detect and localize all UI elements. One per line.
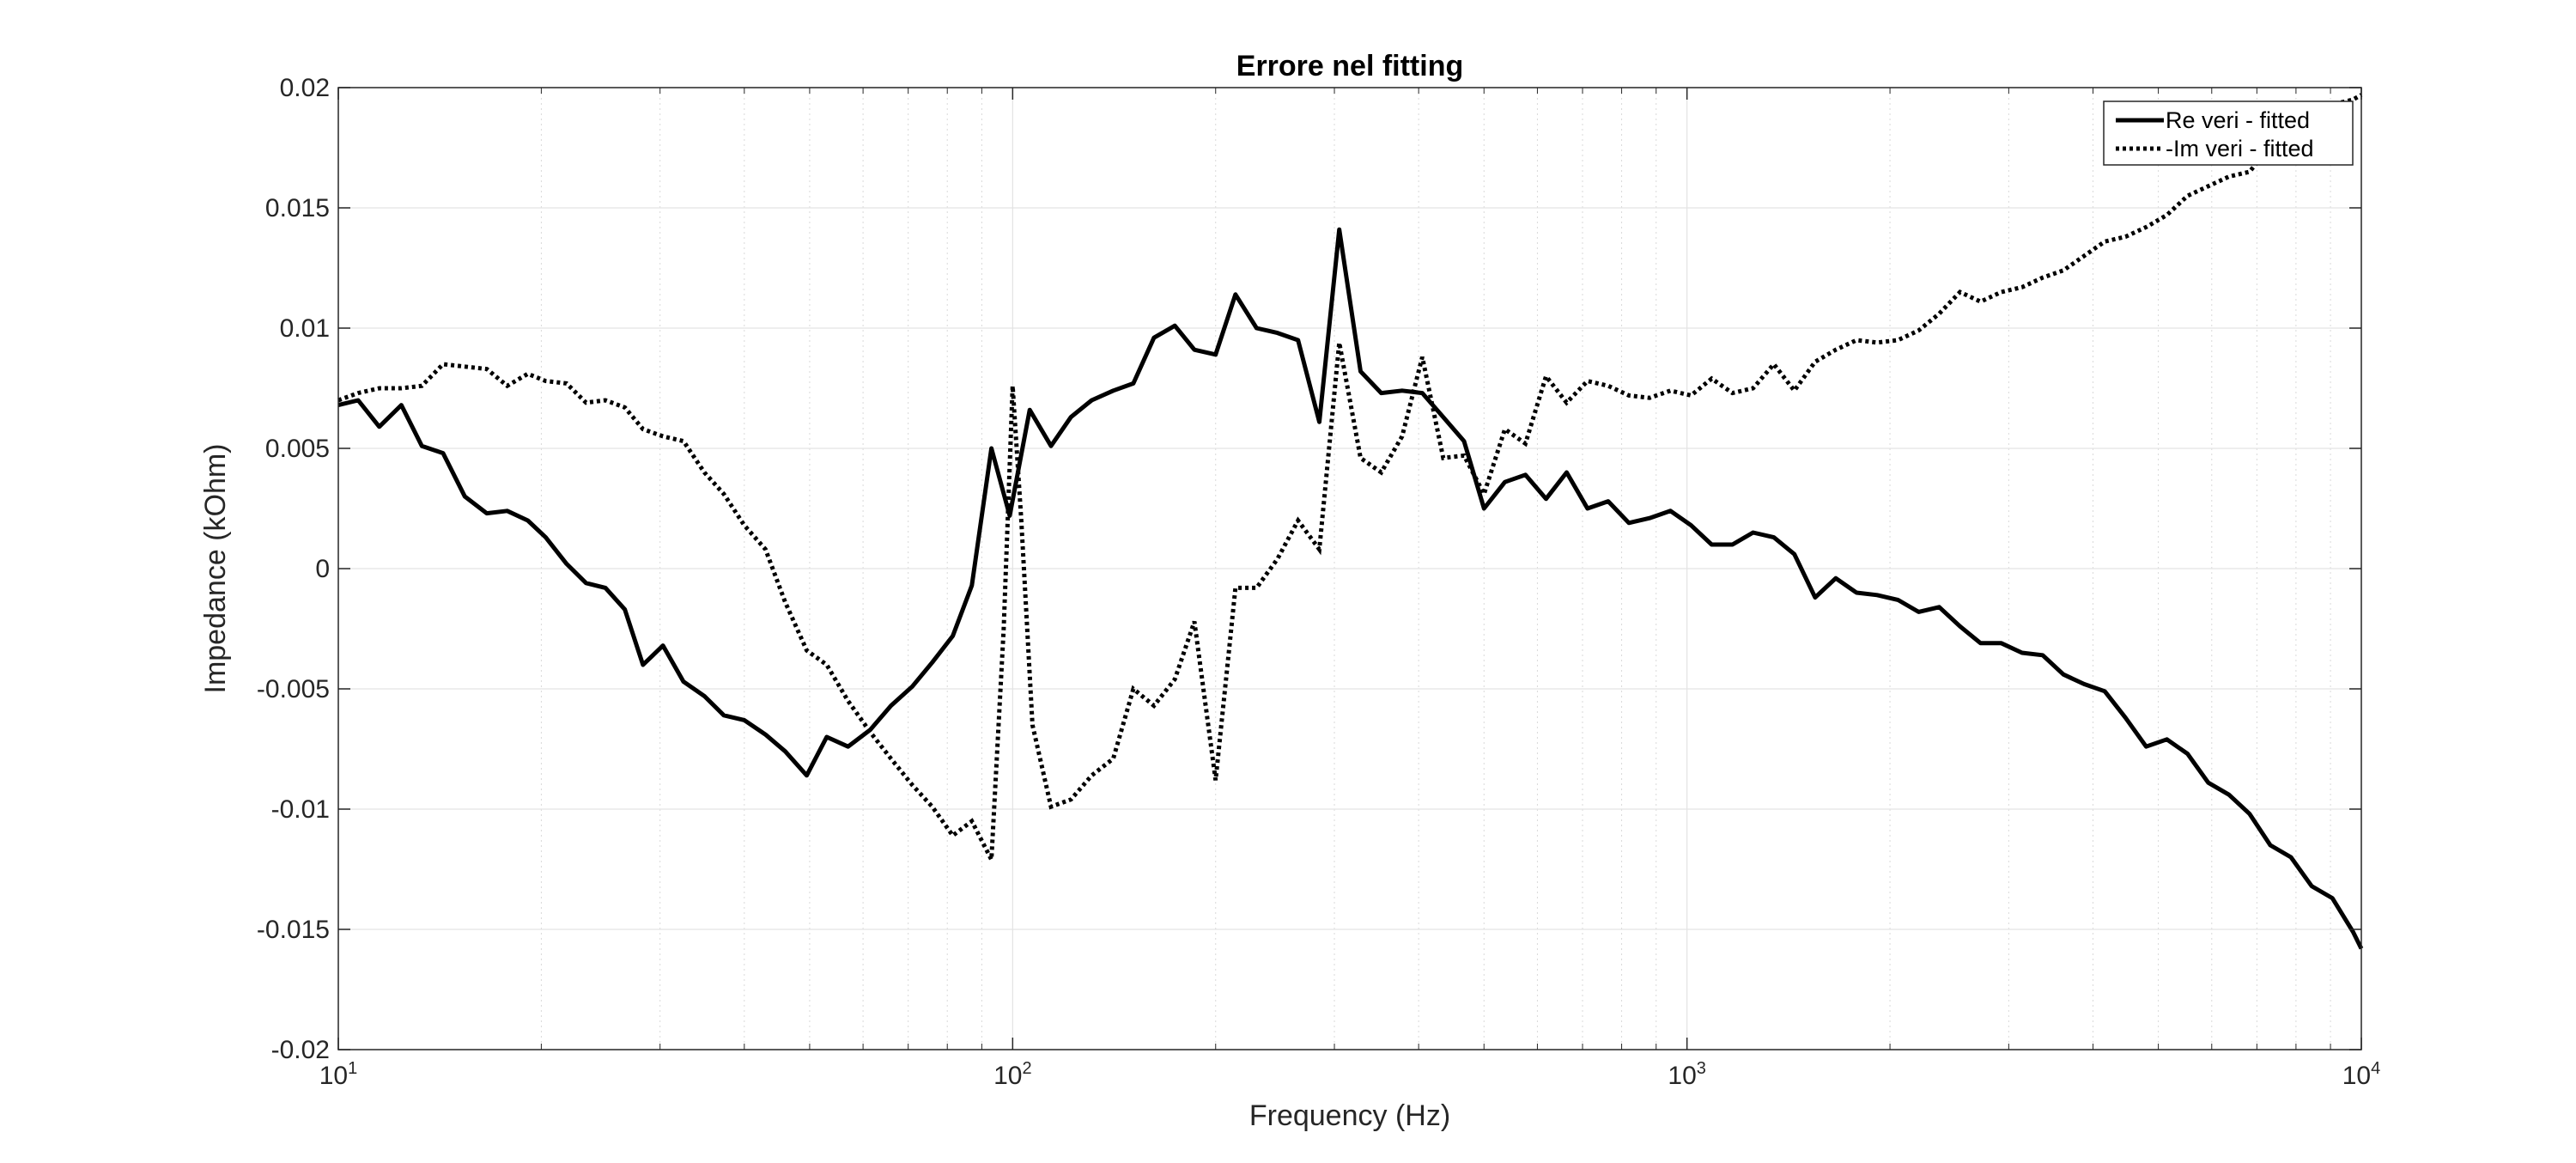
y-tick-label: -0.005 [257,675,330,703]
tick-marks [337,87,2362,1050]
series-group [337,93,2364,950]
x-tick-label: 103 [1668,1059,1706,1090]
y-axis-label: Impedance (kOhm) [199,444,232,694]
legend-label-re: Re veri - fitted [2166,107,2310,133]
x-tick-label: 101 [319,1059,358,1090]
x-tick-label: 104 [2342,1059,2381,1090]
y-tick-label: 0.015 [265,194,330,222]
chart-title: Errore nel fitting [1236,50,1463,82]
y-tick-label: -0.02 [271,1036,330,1064]
x-tick-label: 102 [993,1059,1032,1090]
y-tick-label: 0.02 [280,74,330,102]
y-tick-label: 0.01 [280,314,330,343]
y-tick-label: -0.015 [257,916,330,944]
legend-box [2103,100,2354,166]
legend: Re veri - fitted -Im veri - fitted [2103,100,2354,166]
legend-label-im: -Im veri - fitted [2166,136,2314,161]
y-tick-label: 0 [315,555,330,583]
series-line-0 [337,227,2364,950]
y-tick-label: -0.01 [271,795,330,824]
x-axis-label: Frequency (Hz) [1249,1099,1450,1132]
y-tick-labels: 0.02 0.015 0.01 0.005 0 -0.005 -0.01 -0.015 -0.0… [257,74,330,1064]
series-line-1 [337,93,2363,868]
x-tick-labels: 101 102 103 104 [319,1059,2381,1090]
y-tick-label: 0.005 [265,435,330,463]
